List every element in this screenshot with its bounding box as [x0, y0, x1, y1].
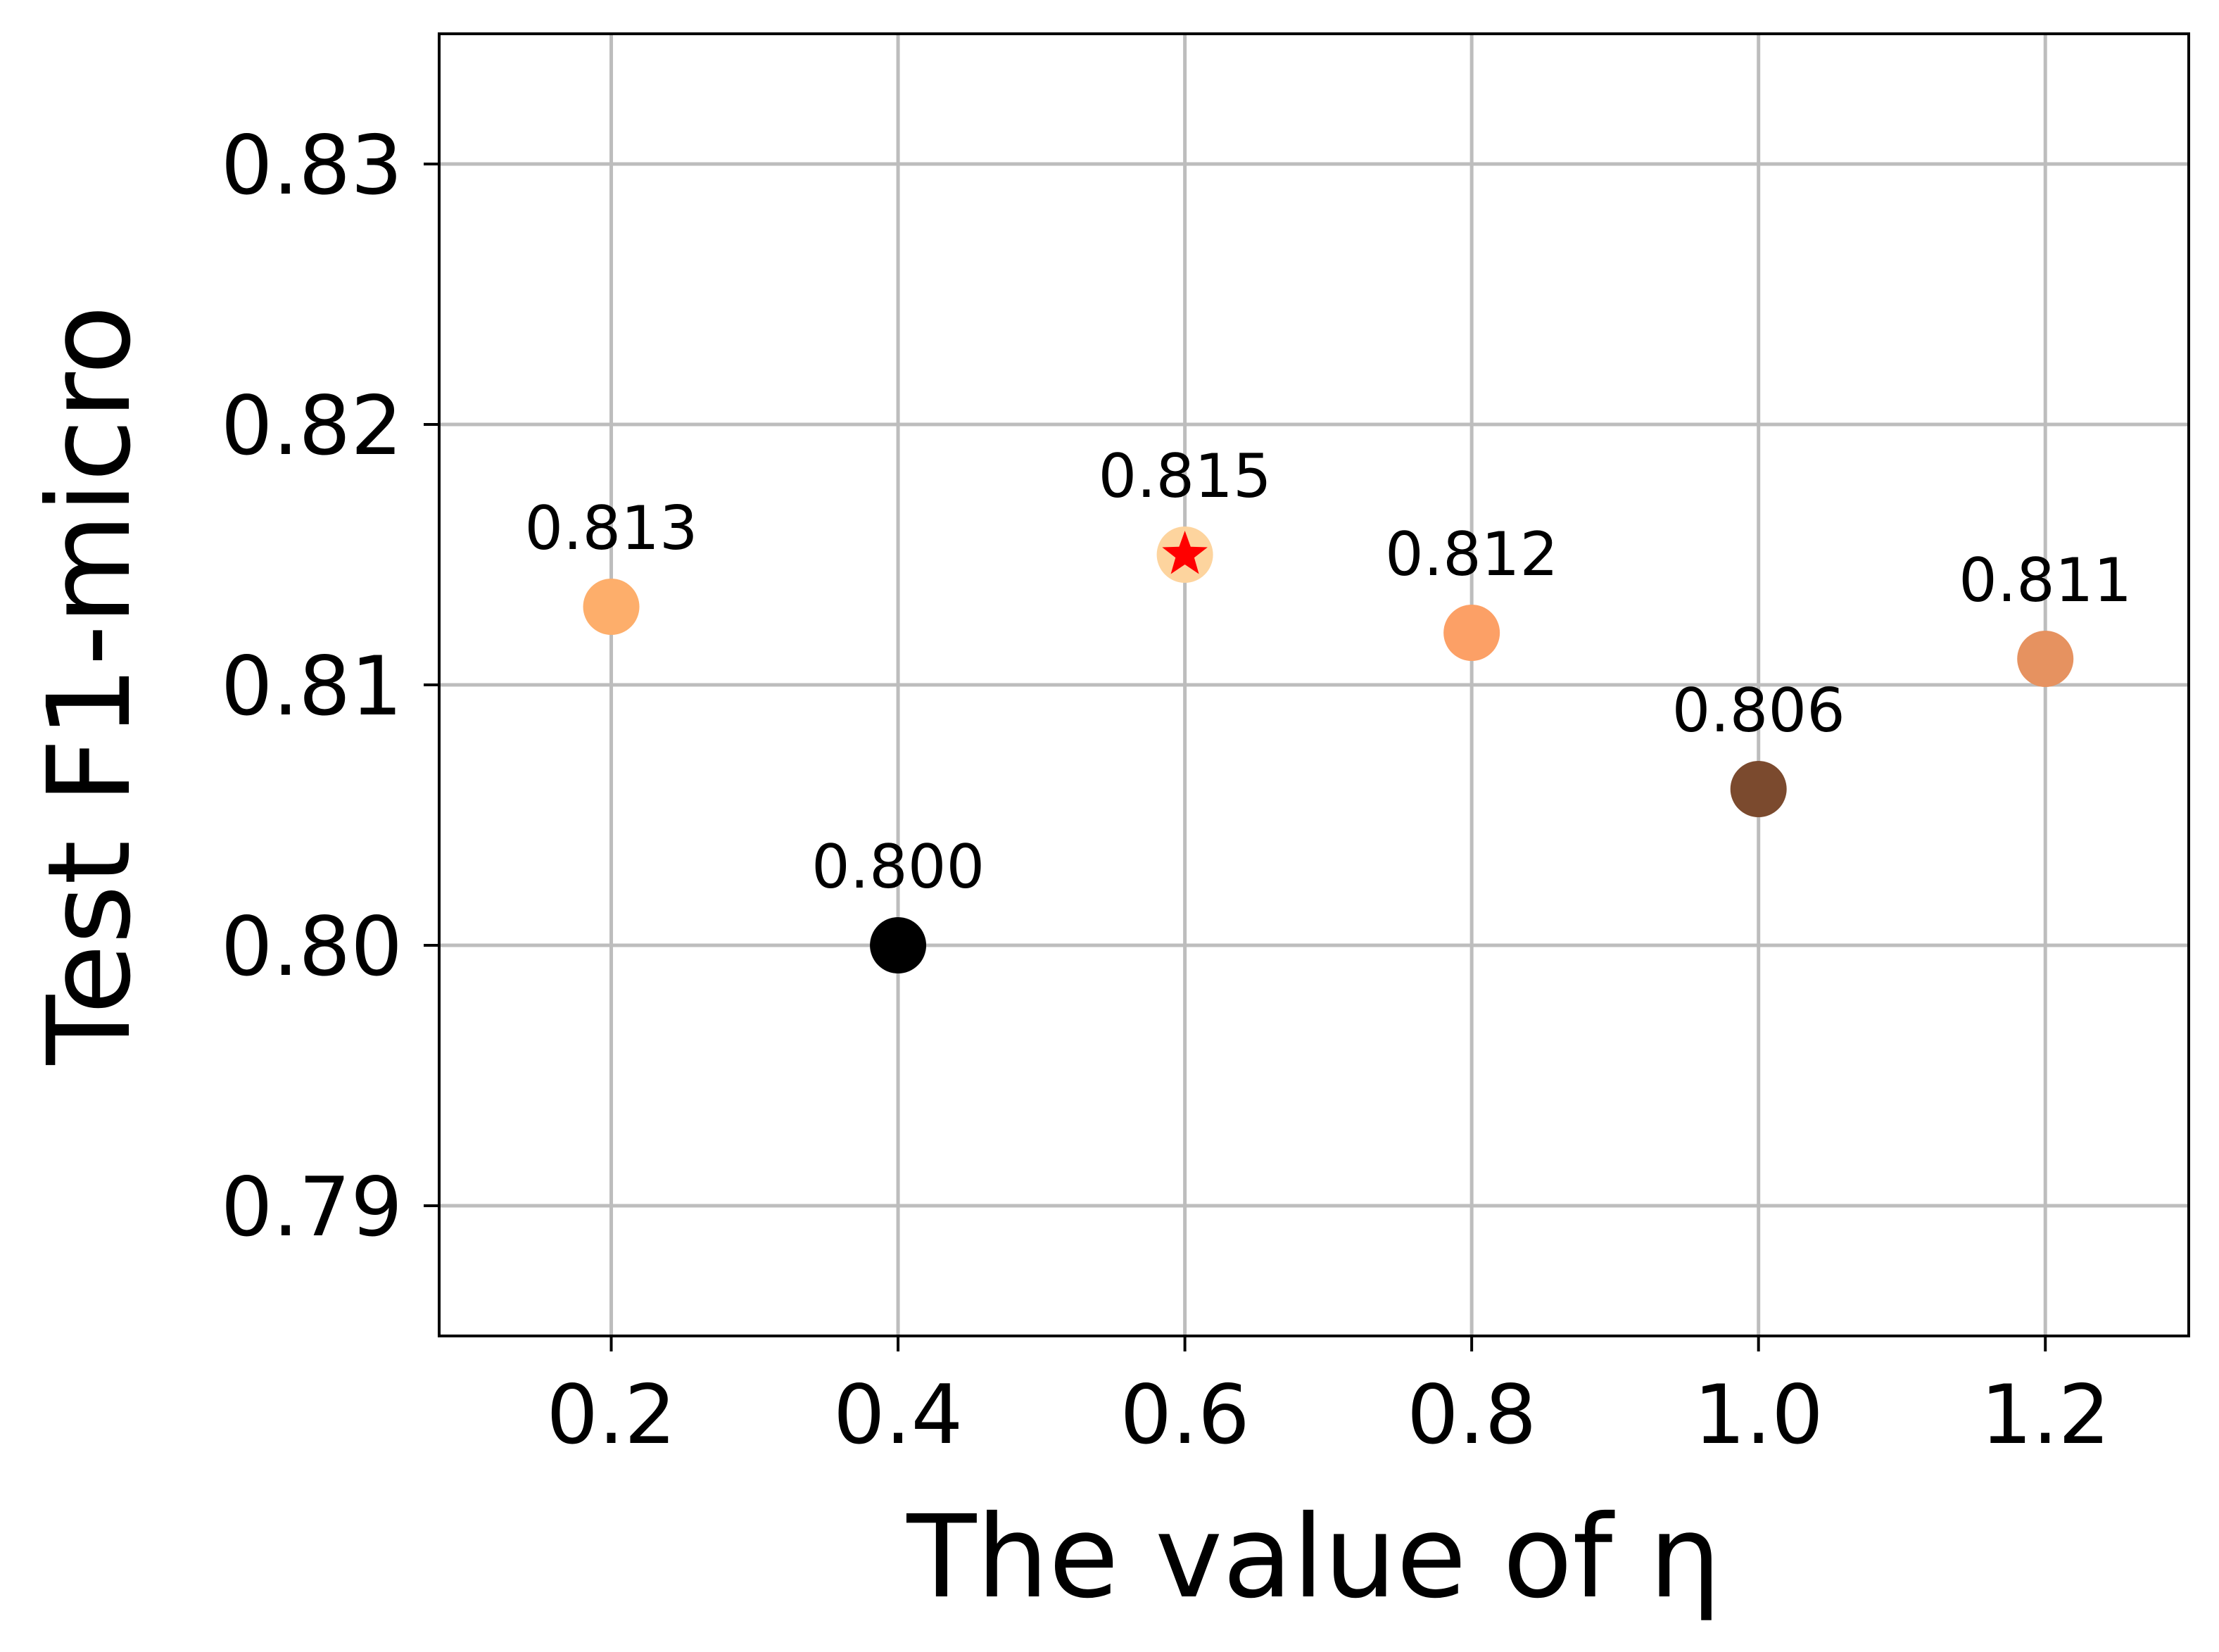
x-tick-label: 0.4: [833, 1368, 963, 1463]
x-tick-label: 1.0: [1693, 1368, 1823, 1463]
data-label: 0.800: [811, 832, 985, 902]
y-tick-label: 0.81: [221, 639, 403, 734]
y-tick-label: 0.83: [221, 118, 403, 213]
data-point: [1443, 605, 1500, 661]
data-point: [1730, 761, 1787, 817]
plot-frame: [438, 32, 2190, 1337]
y-tick-label: 0.82: [221, 379, 403, 474]
highlight-star-marker: [1162, 531, 1208, 574]
y-tick-label: 0.80: [221, 900, 403, 995]
data-points: [583, 527, 2074, 973]
y-tick-label: 0.79: [221, 1160, 403, 1255]
x-tick-label: 0.8: [1407, 1368, 1536, 1463]
data-label: 0.813: [524, 493, 697, 564]
axis-ticks: 0.2 0.4 0.6 0.8 1.0 1.2 0.79 0.80 0.81 0.82 0.83: [221, 118, 2111, 1463]
y-axis-title: Test F1-micro: [24, 305, 156, 1065]
x-axis-title: The value of η: [906, 1492, 1721, 1624]
data-label: 0.806: [1672, 676, 1845, 746]
data-label: 0.815: [1099, 441, 1272, 512]
data-point: [870, 917, 927, 973]
data-label: 0.811: [1959, 546, 2132, 616]
x-tick-label: 0.6: [1120, 1368, 1249, 1463]
data-label: 0.812: [1385, 519, 1558, 590]
data-labels: 0.813 0.800 0.815 0.812 0.806 0.811: [524, 441, 2132, 902]
x-tick-label: 0.2: [546, 1368, 676, 1463]
x-tick-label: 1.2: [1980, 1368, 2110, 1463]
data-point: [2017, 631, 2074, 687]
data-point: [583, 579, 640, 635]
